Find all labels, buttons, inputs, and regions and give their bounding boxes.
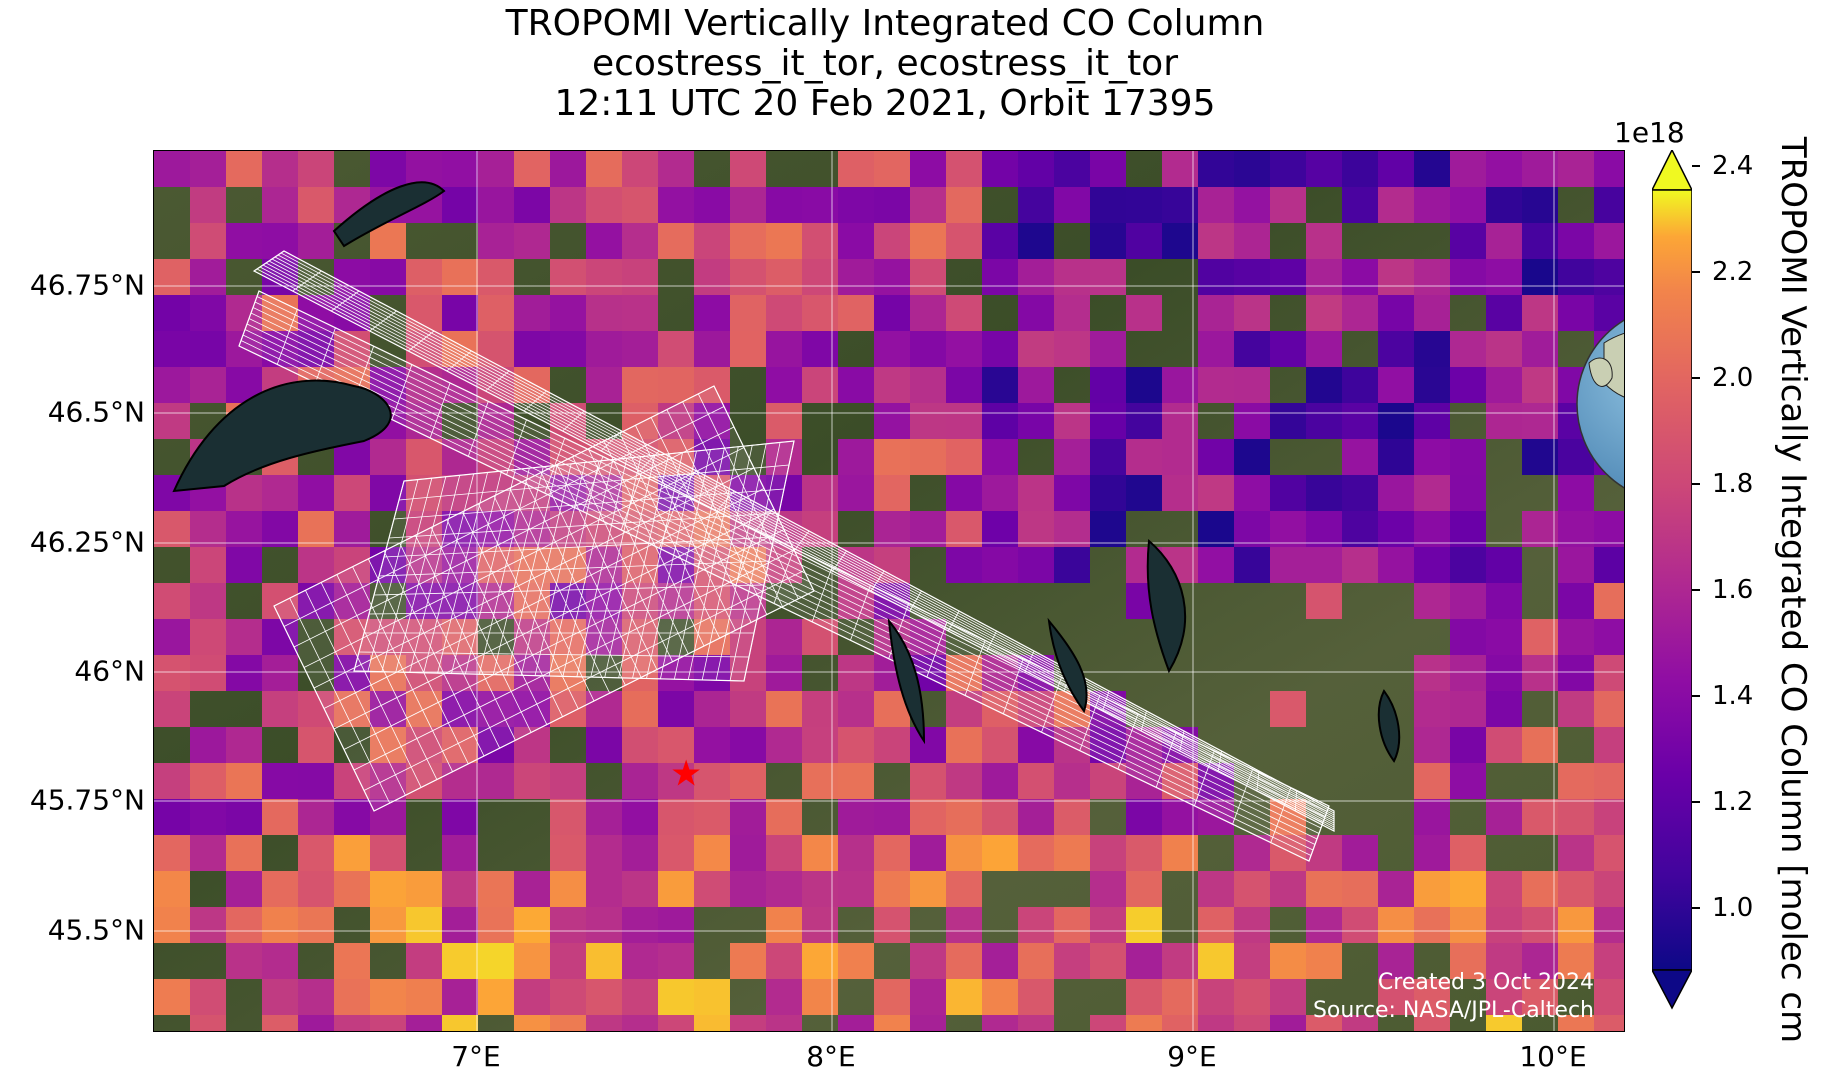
colorbar-label: TROPOMI Vertically Integrated CO Column … (1773, 136, 1813, 1044)
colorbar-exponent: 1e18 (1614, 116, 1685, 149)
title-line-2: ecostress_it_tor, ecostress_it_tor (591, 43, 1179, 84)
y-tick-label: 45.5°N (47, 913, 145, 947)
colorbar-body (1652, 189, 1692, 971)
lake-outlines (172, 181, 1401, 763)
map-canvas: ★ (154, 151, 1624, 1031)
y-tick-label: 46.25°N (29, 525, 145, 559)
title-line-3: 12:11 UTC 20 Feb 2021, Orbit 17395 (554, 83, 1216, 124)
colorbar-tick-label: 1.4 (1712, 681, 1754, 711)
swath-west-1 (273, 385, 815, 812)
title-line-1: TROPOMI Vertically Integrated CO Column (505, 3, 1265, 44)
colorbar (1652, 150, 1692, 1010)
x-tick-label: 9°E (1167, 1040, 1217, 1073)
globe-inset: ★ (1576, 319, 1624, 489)
x-tick-label: 8°E (806, 1040, 856, 1073)
credit-source: Source: NASA/JPL-Caltech (1312, 998, 1594, 1023)
colorbar-extend-bottom (1652, 969, 1692, 1010)
colorbar-tick-label: 2.4 (1712, 151, 1754, 181)
colorbar-tick-label: 2.2 (1712, 257, 1754, 287)
swath-west-2 (353, 440, 795, 682)
x-tick-label: 10°E (1519, 1040, 1587, 1073)
x-tick-label: 7°E (451, 1040, 501, 1073)
target-star-icon: ★ (670, 754, 702, 795)
colorbar-tick-label: 1.8 (1712, 469, 1754, 499)
y-tick-label: 46°N (74, 654, 145, 688)
map-panel: ★ ★ Created 3 Oct 2024 Source: NASA/JPL-… (153, 150, 1625, 1032)
y-tick-label: 46.5°N (47, 395, 145, 429)
credit-created: Created 3 Oct 2024 (1377, 970, 1594, 995)
colorbar-tick-label: 1.0 (1712, 893, 1754, 923)
colorbar-tick-label: 1.6 (1712, 575, 1754, 605)
y-tick-label: 45.75°N (29, 783, 145, 817)
y-tick-label: 46.75°N (29, 268, 145, 302)
colorbar-tick-label: 2.0 (1712, 363, 1754, 393)
colorbar-extend-top (1652, 150, 1692, 191)
colorbar-tick-label: 1.2 (1712, 787, 1754, 817)
